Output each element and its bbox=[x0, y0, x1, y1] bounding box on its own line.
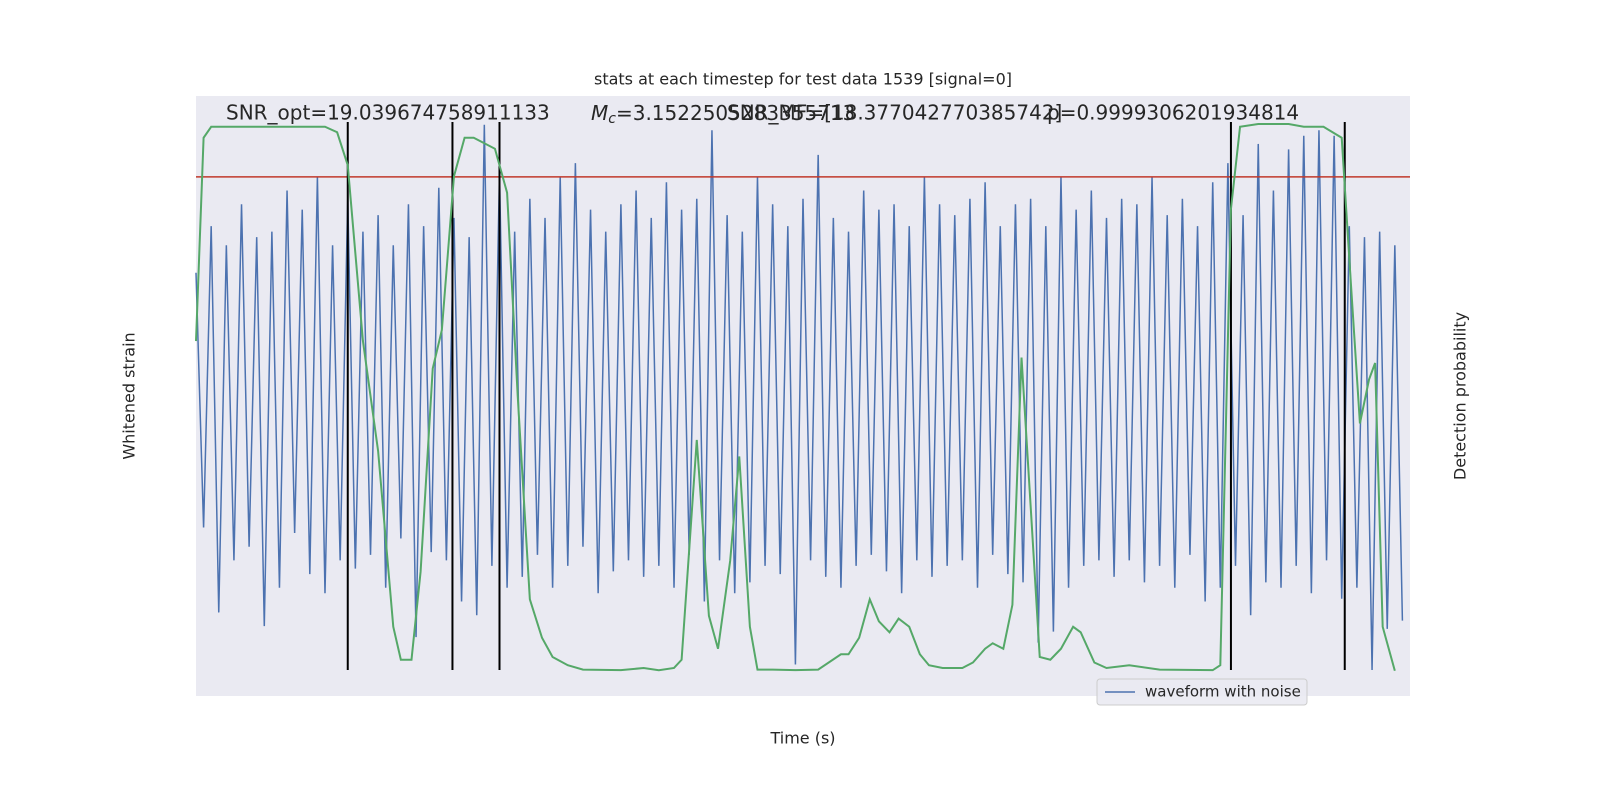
annotation-text: =3.1522505283355713 bbox=[616, 101, 855, 125]
legend-box bbox=[1096, 678, 1308, 706]
marks: waveform with noise bbox=[195, 122, 1410, 706]
waveform-line bbox=[195, 124, 1404, 670]
annotation: p=0.9999306201934814 bbox=[1047, 101, 1299, 125]
annotation: SNR_opt=19.039674758911133 bbox=[226, 101, 550, 125]
plot-area bbox=[196, 96, 1410, 696]
annotation: SNR_MF=[18.377042770385742] bbox=[727, 101, 1062, 125]
legend-label: waveform with noise bbox=[1145, 683, 1301, 701]
probability-line bbox=[195, 123, 1396, 672]
chart-title: stats at each timestep for test data 153… bbox=[594, 70, 1012, 89]
annotation: Mc=3.1522505283355713 bbox=[591, 101, 855, 128]
y2-axis-label: Detection probability bbox=[1451, 312, 1470, 480]
annotation-subscript: c bbox=[608, 111, 616, 127]
annotation-symbol: M bbox=[591, 101, 608, 125]
x-axis-label: Time (s) bbox=[769, 729, 835, 748]
y-axis-label: Whitened strain bbox=[120, 332, 139, 459]
